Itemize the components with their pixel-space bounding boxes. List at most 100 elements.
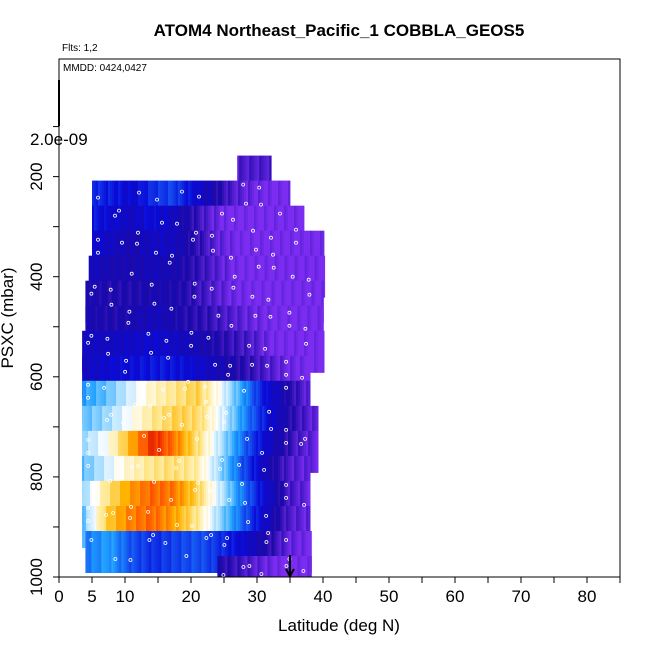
heatmap-cell <box>212 205 215 248</box>
heatmap-cell <box>168 405 171 448</box>
heatmap-cell <box>211 305 214 348</box>
heatmap-cell <box>162 455 165 498</box>
heatmap-cell <box>122 380 125 423</box>
heatmap-cell <box>90 380 93 423</box>
heatmap-cell <box>206 480 209 523</box>
heatmap-cell <box>288 330 291 373</box>
heatmap-cell <box>287 531 290 573</box>
heatmap-cell <box>282 506 285 548</box>
heatmap-cell <box>302 506 305 548</box>
heatmap-cell <box>276 405 279 448</box>
heatmap-cell <box>116 230 119 273</box>
plot-frame <box>58 58 621 578</box>
heatmap-cell <box>198 330 201 373</box>
heatmap-cell <box>167 305 170 348</box>
heatmap-cell <box>97 305 100 348</box>
heatmap-cell <box>248 330 251 373</box>
heatmap-cell <box>283 531 286 573</box>
heatmap-cell <box>239 531 242 573</box>
heatmap-cell <box>280 405 283 448</box>
heatmap-cell <box>152 455 155 498</box>
heatmap-cell <box>244 180 247 223</box>
heatmap-cell <box>286 330 289 373</box>
heatmap-cell <box>204 405 207 448</box>
heatmap-cell <box>100 180 103 223</box>
heatmap-cell <box>256 506 259 548</box>
heatmap-cell <box>294 480 297 523</box>
heatmap-cell <box>164 230 167 273</box>
heatmap-cell <box>126 380 129 423</box>
heatmap-cell <box>268 430 271 473</box>
heatmap-cell <box>177 280 180 323</box>
heatmap-cell <box>106 230 109 273</box>
heatmap-cell <box>298 330 301 373</box>
heatmap-cell <box>226 506 229 548</box>
heatmap-cell <box>208 380 211 423</box>
heatmap-cell <box>84 355 87 398</box>
sample-point <box>137 190 141 195</box>
sample-point <box>228 363 233 368</box>
x-tick-label: 60 <box>446 587 465 606</box>
heatmap-cell <box>312 405 315 448</box>
heatmap-cell <box>144 255 148 298</box>
heatmap-cell <box>244 205 247 248</box>
heatmap-cell <box>299 531 302 573</box>
heatmap-cell <box>202 405 205 448</box>
heatmap-cell <box>108 506 111 548</box>
heatmap-cell <box>102 380 105 423</box>
heatmap-cell <box>141 531 144 573</box>
heatmap-cell <box>266 455 269 498</box>
heatmap-cell <box>128 355 131 398</box>
heatmap-cell <box>194 330 197 373</box>
heatmap-cell <box>244 355 247 398</box>
heatmap-cell <box>177 305 180 348</box>
heatmap-cell <box>210 506 213 548</box>
heatmap-cell <box>245 531 248 573</box>
heatmap-cell <box>302 405 305 448</box>
heatmap-cell <box>132 430 135 473</box>
heatmap-cell <box>240 480 243 523</box>
heatmap-cell <box>101 305 104 348</box>
heatmap-cell <box>274 255 278 298</box>
heatmap-cell <box>252 330 255 373</box>
heatmap-cell <box>269 531 272 573</box>
heatmap-cell <box>242 506 245 548</box>
sample-point <box>241 182 246 187</box>
sample-point <box>169 497 174 502</box>
heatmap-cell <box>192 205 195 248</box>
sample-point <box>284 482 289 487</box>
sample-point <box>117 208 121 213</box>
heatmap-cell <box>192 230 195 273</box>
heatmap-cell <box>288 380 291 423</box>
heatmap-cell <box>300 430 303 473</box>
heatmap-cell <box>248 405 251 448</box>
heatmap-cell <box>132 355 135 398</box>
heatmap-cell <box>84 506 87 548</box>
heatmap-cell <box>118 480 121 523</box>
heatmap-cell <box>246 480 249 523</box>
heatmap-cell <box>222 205 225 248</box>
heatmap-cell <box>244 380 247 423</box>
heatmap-cell <box>296 230 299 273</box>
heatmap-cell <box>200 380 203 423</box>
sample-point <box>222 543 227 547</box>
heatmap-cell <box>274 380 277 423</box>
heatmap-cell <box>188 455 191 498</box>
heatmap-cell <box>260 205 263 248</box>
heatmap-cell <box>132 506 135 548</box>
sample-point <box>147 538 152 542</box>
heatmap-cell <box>218 230 221 273</box>
heatmap-cell <box>237 556 240 577</box>
heatmap-cell <box>102 430 105 473</box>
sample-point <box>205 414 210 419</box>
heatmap-cell <box>233 556 236 577</box>
heatmap-cell <box>92 330 95 373</box>
sample-point <box>149 350 154 355</box>
heatmap-cell <box>201 280 204 323</box>
heatmap-cell <box>272 430 275 473</box>
heatmap-cell <box>88 380 91 423</box>
heatmap-cell <box>294 430 297 473</box>
heatmap-cell <box>146 230 149 273</box>
heatmap-cell <box>184 205 187 248</box>
heatmap-cell <box>210 455 213 498</box>
